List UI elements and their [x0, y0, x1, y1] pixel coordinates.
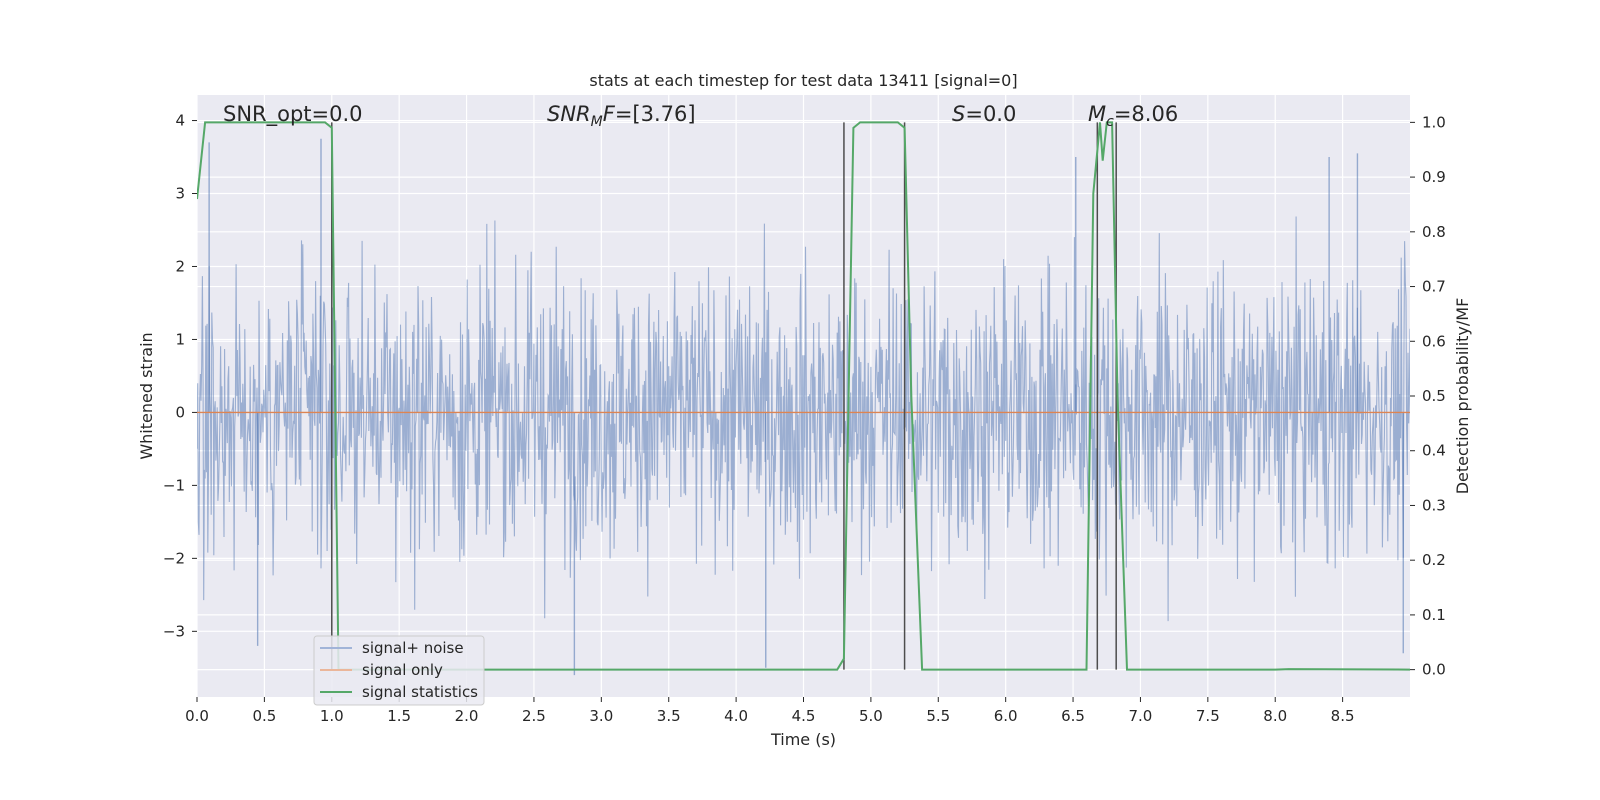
x-tick-label-5: 2.5 — [522, 707, 546, 725]
annotation-mc: Mc=8.06 — [1088, 102, 1178, 130]
y-right-tick-label-9: 0.1 — [1422, 606, 1446, 624]
x-tick-label-4: 2.0 — [455, 707, 479, 725]
x-tick-label-16: 8.0 — [1263, 707, 1287, 725]
series-signal-statistics — [197, 121, 1410, 671]
y-right-tick-label-0: 1.0 — [1422, 113, 1446, 131]
y-right-tick-label-1: 0.9 — [1422, 168, 1446, 186]
y-left-tick-label-0: 4 — [175, 112, 185, 130]
y-left-axis-ticks: 4 3 2 1 0 −1 −2 −3 — [163, 112, 197, 640]
annotation-mc-rest: =8.06 — [1114, 102, 1178, 126]
x-tick-label-1: 0.5 — [252, 707, 276, 725]
legend-label-0: signal+ noise — [362, 639, 464, 657]
marker-lines — [331, 122, 1117, 670]
y-right-tick-label-3: 0.7 — [1422, 278, 1446, 296]
x-tick-label-17: 8.5 — [1331, 707, 1355, 725]
y-left-tick-label-7: −3 — [163, 622, 185, 640]
x-tick-label-2: 1.0 — [320, 707, 344, 725]
y-left-tick-label-5: −1 — [163, 476, 185, 494]
annotation-s: S=0.0 — [952, 102, 1016, 126]
y-left-axis-label: Whitened strain — [137, 332, 156, 459]
annotation-snr-opt: SNR_opt=0.0 — [223, 102, 363, 127]
y-right-tick-label-6: 0.4 — [1422, 442, 1446, 460]
x-tick-label-7: 3.5 — [657, 707, 681, 725]
annotation-snr-mf-rest-italic: F — [603, 102, 616, 126]
y-left-tick-label-2: 2 — [175, 257, 185, 275]
x-axis-ticks: 0.0 0.5 1.0 1.5 2.0 2.5 3.0 3.5 4.0 4.5 5.0 5.5 6.0 6… — [185, 697, 1355, 725]
y-left-tick-label-4: 0 — [175, 403, 185, 421]
y-left-tick-label-6: −2 — [163, 549, 185, 567]
x-tick-label-13: 6.5 — [1061, 707, 1085, 725]
y-right-tick-label-7: 0.3 — [1422, 496, 1446, 514]
annotation-snr-mf-rest: =[3.76] — [615, 102, 696, 126]
x-tick-label-3: 1.5 — [387, 707, 411, 725]
x-tick-label-15: 7.5 — [1196, 707, 1220, 725]
x-axis-label: Time (s) — [770, 730, 836, 749]
signal-statistics-line — [197, 121, 1410, 671]
y-right-tick-label-4: 0.6 — [1422, 332, 1446, 350]
x-tick-label-9: 4.5 — [792, 707, 816, 725]
x-tick-label-8: 4.0 — [724, 707, 748, 725]
annotation-mc-sub: c — [1106, 114, 1114, 130]
annotation-mc-main: M — [1088, 102, 1106, 126]
y-right-tick-label-5: 0.5 — [1422, 387, 1446, 405]
x-tick-label-10: 5.0 — [859, 707, 883, 725]
legend-label-2: signal statistics — [362, 683, 478, 701]
chart-title: stats at each timestep for test data 134… — [589, 71, 1017, 90]
plot-contents — [197, 121, 1410, 676]
x-tick-label-14: 7.0 — [1129, 707, 1153, 725]
legend: signal+ noise signal only signal statistic… — [313, 635, 485, 706]
annotation-s-main: S — [952, 102, 965, 126]
x-tick-label-11: 5.5 — [926, 707, 950, 725]
x-tick-label-0: 0.0 — [185, 707, 209, 725]
annotation-snr-mf: SNRMF=[3.76] — [547, 102, 696, 130]
y-right-tick-label-10: 0.0 — [1422, 661, 1446, 679]
y-left-tick-label-1: 3 — [175, 185, 185, 203]
legend-label-1: signal only — [362, 661, 443, 679]
legend-box — [313, 635, 485, 706]
y-right-axis-label: Detection probability/MF — [1453, 298, 1472, 495]
series-signal-noise — [197, 138, 1410, 676]
x-tick-label-6: 3.0 — [589, 707, 613, 725]
noise-trace — [197, 216, 1410, 622]
y-right-tick-label-8: 0.2 — [1422, 551, 1446, 569]
x-tick-label-12: 6.0 — [994, 707, 1018, 725]
y-right-axis-ticks: 1.0 0.9 0.8 0.7 0.6 0.5 0.4 0.3 0.2 0.1 0.0 — [1410, 113, 1446, 679]
y-left-tick-label-3: 1 — [175, 330, 185, 348]
annotation-snr-mf-main: SNR — [547, 102, 591, 126]
y-right-tick-label-2: 0.8 — [1422, 223, 1446, 241]
annotation-snr-mf-sub: M — [591, 114, 603, 130]
annotation-s-rest: =0.0 — [965, 102, 1016, 126]
